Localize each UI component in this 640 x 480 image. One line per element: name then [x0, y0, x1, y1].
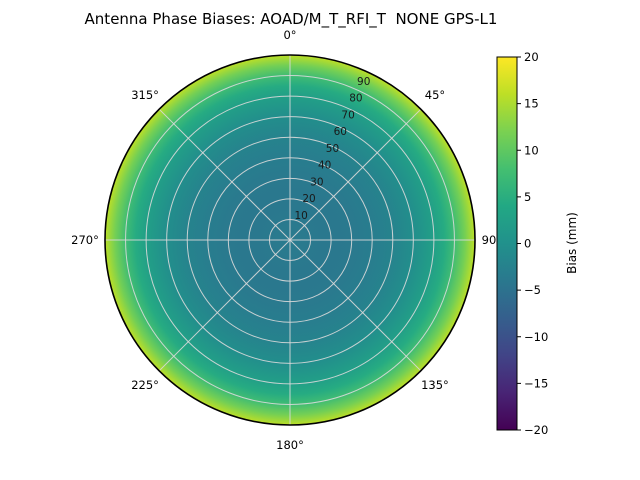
colorbar-label: Bias (mm) [565, 212, 579, 274]
theta-tick-label: 270° [71, 233, 99, 247]
colorbar-tick-label: 0 [524, 237, 531, 251]
theta-tick-label: 135° [421, 378, 449, 392]
chart-title: Antenna Phase Biases: AOAD/M_T_RFI_T NON… [84, 10, 498, 28]
radial-tick-label: 30 [310, 176, 323, 188]
radial-tick-label: 90 [357, 76, 370, 88]
colorbar-tick-label: −10 [524, 330, 548, 344]
radial-tick-label: 50 [326, 143, 339, 155]
theta-tick-label: 180° [276, 438, 304, 452]
theta-tick-label: 315° [131, 88, 159, 102]
grid-spoke [289, 239, 422, 372]
theta-tick-label: 90 [482, 233, 497, 247]
radial-tick-label: 40 [318, 160, 331, 172]
radial-tick-label: 20 [302, 193, 315, 205]
theta-tick-label: 0° [283, 28, 296, 42]
polar-outline [104, 54, 476, 426]
grid-spoke [158, 108, 291, 241]
colorbar-tick-label: 5 [524, 190, 531, 204]
theta-tick-label: 225° [131, 378, 159, 392]
colorbar-tick-label: 15 [524, 97, 539, 111]
colorbar-tick-label: 10 [524, 143, 539, 157]
colorbar-tick-label: −15 [524, 376, 548, 390]
radial-tick-label: 10 [295, 210, 308, 222]
radial-tick-label: 80 [349, 93, 362, 105]
colorbar-tick-label: −20 [524, 423, 548, 437]
grid-spoke [289, 108, 422, 241]
colorbar [496, 56, 518, 431]
theta-tick-label: 45° [425, 88, 445, 102]
radial-tick-label: 70 [341, 109, 354, 121]
grid-spoke [158, 239, 291, 372]
radial-tick-label: 60 [334, 126, 347, 138]
colorbar-tick-label: 20 [524, 50, 539, 64]
colorbar-tick-label: −5 [524, 283, 541, 297]
